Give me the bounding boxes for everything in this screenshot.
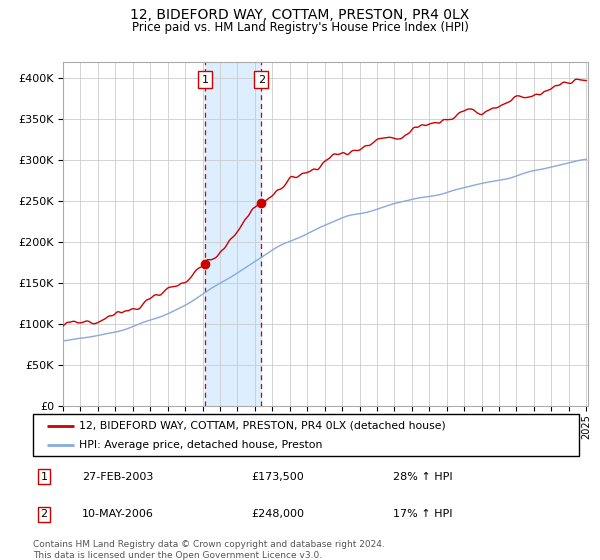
Text: 12, BIDEFORD WAY, COTTAM, PRESTON, PR4 0LX: 12, BIDEFORD WAY, COTTAM, PRESTON, PR4 0… xyxy=(130,8,470,22)
Text: Price paid vs. HM Land Registry's House Price Index (HPI): Price paid vs. HM Land Registry's House … xyxy=(131,21,469,34)
Text: 27-FEB-2003: 27-FEB-2003 xyxy=(82,472,154,482)
Text: 28% ↑ HPI: 28% ↑ HPI xyxy=(394,472,453,482)
Text: 17% ↑ HPI: 17% ↑ HPI xyxy=(394,510,453,520)
Text: 1: 1 xyxy=(40,472,47,482)
Text: Contains HM Land Registry data © Crown copyright and database right 2024.
This d: Contains HM Land Registry data © Crown c… xyxy=(33,540,385,560)
Bar xyxy=(205,62,262,406)
Text: HPI: Average price, detached house, Preston: HPI: Average price, detached house, Pres… xyxy=(79,440,323,450)
Text: 12, BIDEFORD WAY, COTTAM, PRESTON, PR4 0LX (detached house): 12, BIDEFORD WAY, COTTAM, PRESTON, PR4 0… xyxy=(79,421,446,431)
Text: £173,500: £173,500 xyxy=(251,472,304,482)
Text: 2: 2 xyxy=(40,510,47,520)
Text: 1: 1 xyxy=(202,74,209,85)
Text: 2: 2 xyxy=(258,74,265,85)
FancyBboxPatch shape xyxy=(33,414,579,456)
Text: 10-MAY-2006: 10-MAY-2006 xyxy=(82,510,154,520)
Text: £248,000: £248,000 xyxy=(251,510,304,520)
